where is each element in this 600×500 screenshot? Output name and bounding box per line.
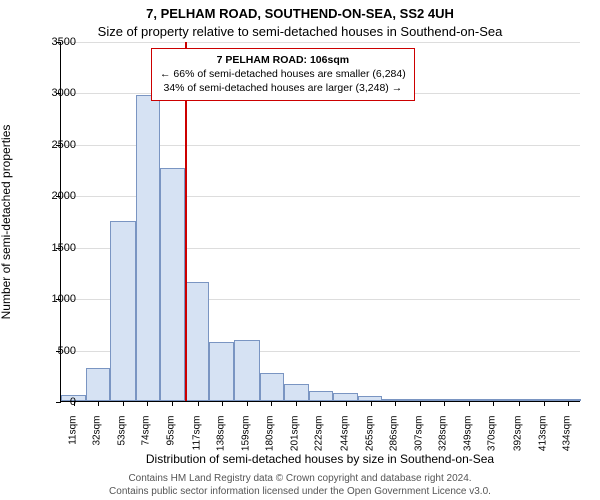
- x-tick-mark: [222, 401, 223, 406]
- histogram-bar: [136, 95, 161, 402]
- x-tick-mark: [271, 401, 272, 406]
- histogram-bar: [234, 340, 260, 401]
- x-tick-mark: [198, 401, 199, 406]
- callout-line: 34% of semi-detached houses are larger (…: [160, 81, 406, 95]
- y-tick-label: 3000: [36, 87, 76, 99]
- grid-line: [61, 42, 580, 43]
- histogram-bar: [309, 391, 334, 401]
- y-tick-label: 1500: [36, 242, 76, 254]
- histogram-bar: [160, 168, 185, 401]
- callout-line: 7 PELHAM ROAD: 106sqm: [160, 53, 406, 67]
- histogram-bar: [110, 221, 136, 401]
- x-tick-mark: [420, 401, 421, 406]
- x-tick-mark: [123, 401, 124, 406]
- chart-container: 7, PELHAM ROAD, SOUTHEND-ON-SEA, SS2 4UH…: [0, 0, 600, 500]
- x-tick-label: 74sqm: [141, 416, 152, 466]
- x-tick-mark: [469, 401, 470, 406]
- x-tick-label: 265sqm: [364, 416, 375, 466]
- x-tick-label: 117sqm: [191, 416, 202, 466]
- x-tick-mark: [346, 401, 347, 406]
- y-tick-label: 500: [36, 345, 76, 357]
- x-tick-mark: [444, 401, 445, 406]
- x-tick-mark: [493, 401, 494, 406]
- y-tick-label: 2000: [36, 190, 76, 202]
- x-tick-mark: [172, 401, 173, 406]
- x-tick-mark: [296, 401, 297, 406]
- x-tick-label: 392sqm: [513, 416, 524, 466]
- x-tick-label: 138sqm: [216, 416, 227, 466]
- x-tick-label: 370sqm: [487, 416, 498, 466]
- footer-line2: Contains public sector information licen…: [0, 486, 600, 497]
- x-tick-label: 307sqm: [413, 416, 424, 466]
- callout-box: 7 PELHAM ROAD: 106sqm← 66% of semi-detac…: [151, 48, 415, 101]
- x-tick-mark: [568, 401, 569, 406]
- y-tick-label: 1000: [36, 293, 76, 305]
- y-tick-label: 2500: [36, 139, 76, 151]
- x-tick-label: 328sqm: [438, 416, 449, 466]
- callout-line: ← 66% of semi-detached houses are smalle…: [160, 67, 406, 81]
- x-tick-mark: [98, 401, 99, 406]
- histogram-bar: [333, 393, 358, 401]
- x-tick-mark: [247, 401, 248, 406]
- y-tick-label: 0: [36, 396, 76, 408]
- x-tick-label: 286sqm: [389, 416, 400, 466]
- x-tick-mark: [519, 401, 520, 406]
- chart-title-line1: 7, PELHAM ROAD, SOUTHEND-ON-SEA, SS2 4UH: [0, 6, 600, 21]
- x-tick-label: 159sqm: [240, 416, 251, 466]
- x-tick-label: 244sqm: [340, 416, 351, 466]
- x-tick-mark: [320, 401, 321, 406]
- x-tick-mark: [371, 401, 372, 406]
- x-tick-label: 32sqm: [92, 416, 103, 466]
- x-tick-label: 349sqm: [462, 416, 473, 466]
- histogram-bar: [260, 373, 285, 401]
- x-tick-label: 180sqm: [265, 416, 276, 466]
- histogram-bar: [86, 368, 111, 401]
- y-tick-label: 3500: [36, 36, 76, 48]
- x-tick-label: 201sqm: [289, 416, 300, 466]
- x-tick-label: 53sqm: [116, 416, 127, 466]
- x-tick-label: 434sqm: [562, 416, 573, 466]
- footer-line1: Contains HM Land Registry data © Crown c…: [0, 473, 600, 484]
- chart-title-line2: Size of property relative to semi-detach…: [0, 24, 600, 39]
- x-tick-mark: [544, 401, 545, 406]
- y-axis-label: Number of semi-detached properties: [0, 125, 13, 320]
- x-tick-label: 222sqm: [314, 416, 325, 466]
- x-tick-label: 413sqm: [537, 416, 548, 466]
- x-tick-label: 11sqm: [67, 416, 78, 466]
- histogram-bar: [284, 384, 309, 401]
- histogram-bar: [209, 342, 234, 401]
- x-tick-mark: [147, 401, 148, 406]
- plot-area: 7 PELHAM ROAD: 106sqm← 66% of semi-detac…: [60, 42, 580, 402]
- x-tick-label: 95sqm: [166, 416, 177, 466]
- histogram-bar: [185, 282, 210, 401]
- x-tick-mark: [395, 401, 396, 406]
